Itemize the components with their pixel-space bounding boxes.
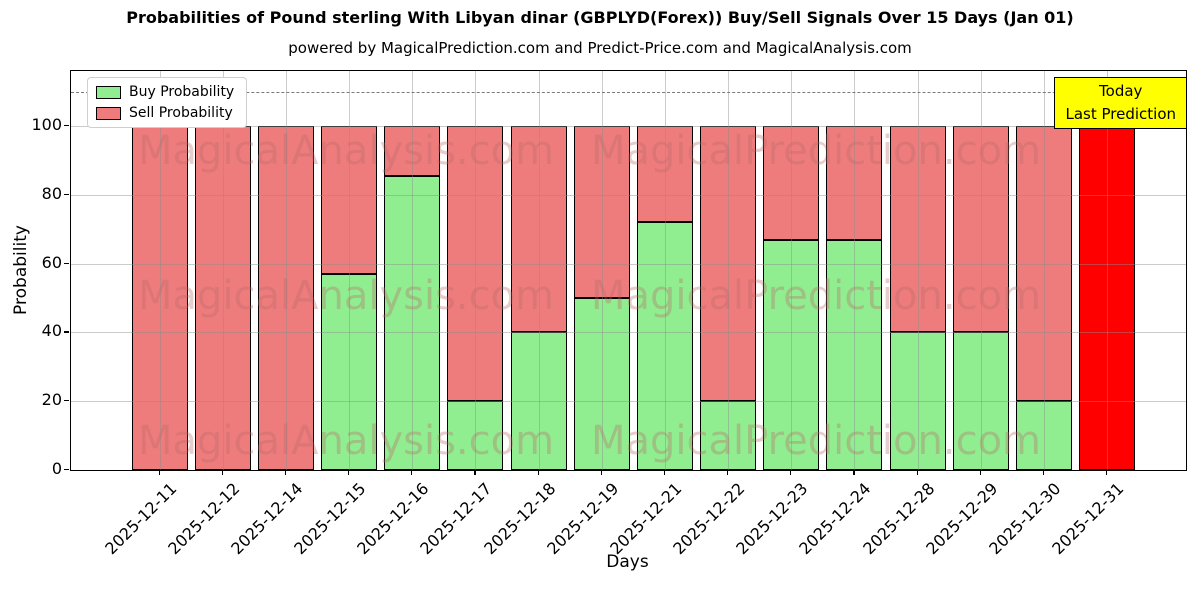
x-tick-mark [790,470,792,475]
x-tick-mark [158,470,160,475]
h-gridline [71,332,1186,334]
h-gridline [71,263,1186,265]
watermark-text: MagicalAnalysis.com [137,418,555,464]
y-tick-label: 0 [51,459,62,478]
y-tick-label: 80 [41,183,62,203]
bar-buy-segment [700,401,757,470]
x-tick-mark [916,470,918,475]
today-annotation: Today Last Prediction [1054,77,1187,129]
bar-buy-segment [447,401,504,470]
y-tick-label: 20 [41,390,62,410]
bar-sell-segment [510,126,567,333]
bar-buy-segment [384,175,441,470]
v-gridline [475,71,477,470]
bar-buy-segment [763,239,820,470]
v-gridline [159,71,161,470]
bar-buy-segment [952,332,1009,470]
legend: Buy Probability Sell Probability [87,77,248,128]
x-tick-mark [663,470,666,475]
y-tick-mark [64,262,69,264]
today-annotation-line2: Last Prediction [1065,105,1176,123]
x-tick-mark [1042,470,1045,475]
x-tick-mark [284,470,287,475]
x-tick-mark [474,470,476,475]
x-tick-mark [1106,470,1108,475]
bar-sell-segment [194,126,251,470]
bar-sell-segment [889,126,946,333]
bar-sell-segment [573,126,630,298]
v-gridline [664,71,666,470]
bar-today-sell-segment [1079,126,1136,470]
bar-buy-segment [889,332,946,470]
chart-subtitle: powered by MagicalPrediction.com and Pre… [288,39,912,57]
x-tick-mark [727,470,729,475]
x-tick-mark [600,470,602,475]
h-gridline [71,194,1186,196]
v-gridline [791,71,793,470]
watermark-text: MagicalPrediction.com [591,128,1041,174]
bar-sell-segment [257,126,314,470]
sell-color-swatch [96,106,121,120]
x-tick-mark [221,470,223,475]
bar-buy-segment [1015,401,1072,470]
bar-buy-segment [636,222,693,470]
y-tick-label: 40 [41,321,62,341]
bar-buy-segment [321,273,377,470]
bar-sell-segment [952,126,1009,333]
bar-sell-segment [1015,126,1072,402]
bar-sell-segment [700,126,757,402]
watermark-text: MagicalPrediction.com [591,273,1041,319]
v-gridline [917,71,919,470]
bar-sell-segment [447,126,504,402]
x-tick-mark [853,470,855,475]
dashed-threshold-line [71,91,1186,93]
v-gridline [854,71,856,470]
v-gridline [538,71,540,470]
v-gridline [728,71,730,470]
legend-row-buy: Buy Probability [96,84,234,100]
bar-sell-segment [321,126,377,274]
y-tick-mark [64,193,69,195]
v-gridline [222,71,224,470]
y-tick-mark [64,331,69,333]
bar-buy-segment [573,298,630,470]
bar-buy-segment [510,332,567,470]
y-tick-mark [64,469,69,471]
bar-buy-segment [826,239,883,470]
bar-sell-segment [131,126,188,470]
bar-sell-segment [826,126,883,240]
x-axis-label: Days [606,552,649,572]
x-tick-mark [348,470,350,475]
v-gridline [285,71,287,470]
plot-area: MagicalAnalysis.com MagicalPrediction.com… [70,70,1187,471]
bar-sell-segment [636,126,693,223]
y-tick-mark [64,125,69,127]
y-tick-label: 60 [41,252,62,272]
bar-sell-segment [763,126,820,240]
y-tick-label: 100 [31,115,62,135]
chart-title: Probabilities of Pound sterling With Lib… [126,8,1074,27]
x-tick-mark [979,470,981,475]
watermark-text: MagicalAnalysis.com [137,273,555,319]
v-gridline [1107,71,1109,470]
y-tick-mark [64,400,69,402]
v-gridline [412,71,414,470]
x-tick-mark [411,470,413,475]
v-gridline [1043,71,1045,470]
v-gridline [980,71,982,470]
legend-sell-label: Sell Probability [129,105,233,121]
watermark-text: MagicalPrediction.com [591,418,1041,464]
legend-row-sell: Sell Probability [96,105,234,121]
v-gridline [601,71,603,470]
v-gridline [349,71,350,470]
h-gridline [71,401,1186,403]
legend-buy-label: Buy Probability [129,84,235,100]
today-annotation-line1: Today [1099,82,1143,100]
h-gridline [71,126,1186,128]
buy-color-swatch [96,85,121,99]
x-tick-mark [537,470,539,475]
bar-sell-segment [384,126,441,176]
watermark-text: MagicalAnalysis.com [137,128,555,174]
